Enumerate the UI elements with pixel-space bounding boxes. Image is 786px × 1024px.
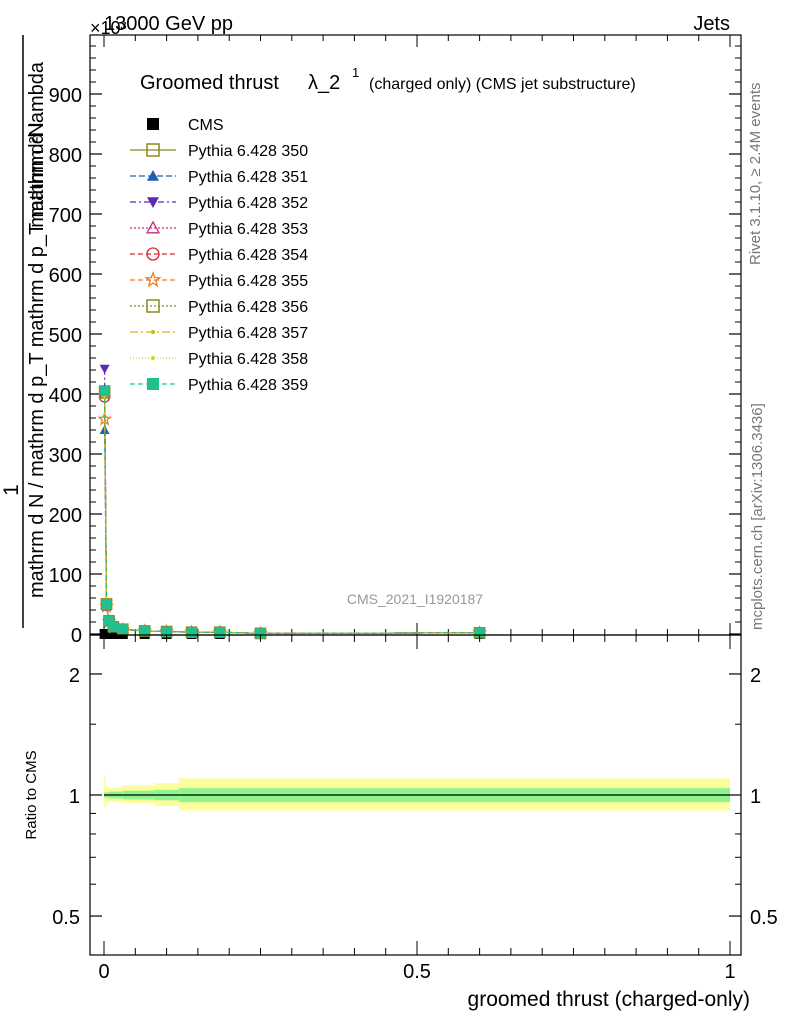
main-y-ticks: 0 100 200 300 400 500 600 700 800 900	[49, 45, 741, 647]
data-point-marker	[147, 170, 159, 181]
legend-label: Pythia 6.428 356	[188, 299, 308, 316]
data-point-marker	[214, 627, 225, 638]
title-lambda: λ_2	[308, 72, 340, 94]
series-line	[104, 390, 480, 635]
plot-title: Groomed thrust λ_2 1 (charged only) (CMS…	[140, 65, 636, 94]
legend-entry: Pythia 6.428 351	[130, 169, 308, 186]
legend-entry: Pythia 6.428 359	[130, 377, 308, 394]
title-extra: (charged only) (CMS jet substructure)	[369, 76, 636, 93]
main-ytick-label: 800	[49, 145, 82, 167]
data-point-marker	[474, 627, 485, 638]
legend-label: Pythia 6.428 351	[188, 169, 308, 186]
legend-label: Pythia 6.428 354	[188, 247, 308, 264]
ratio-ytick-label-right: 2	[750, 665, 761, 687]
data-point-marker	[145, 220, 161, 234]
data-point-marker	[117, 624, 128, 635]
data-point-marker	[186, 627, 197, 638]
ratio-ytick-label: 1	[69, 786, 80, 808]
ylabel-denominator: mathrm d N / mathrm d p_T mathrm d p_T m…	[26, 61, 48, 598]
series-line	[104, 393, 480, 635]
ylabel-top: 1	[0, 484, 23, 496]
header-energy: 13000 GeV pp	[104, 13, 233, 35]
legend-entry: Pythia 6.428 354	[130, 247, 308, 264]
main-x-ticks	[103, 35, 731, 635]
data-point-marker	[146, 299, 160, 313]
legend-entry: Pythia 6.428 353	[130, 220, 308, 238]
x-tick-label: 0.5	[403, 961, 431, 983]
data-point-marker	[151, 356, 155, 360]
data-point-marker	[139, 626, 150, 636]
legend-label: Pythia 6.428 350	[188, 143, 308, 160]
x-tick-label: 1	[724, 961, 735, 983]
legend-label: Pythia 6.428 357	[188, 325, 308, 342]
main-ylabel: 1 mathrm d²N mathrm d N / mathrm d p_T m…	[0, 35, 48, 628]
legend: CMS Pythia 6.428 350 Pythia 6.428 351 Pythi…	[130, 117, 308, 394]
ratio-ytick-label: 2	[69, 665, 80, 687]
data-point-marker	[147, 118, 159, 130]
data-point-marker	[146, 247, 160, 261]
ratio-ylabel: Ratio to CMS	[23, 750, 40, 839]
main-ytick-label: 400	[49, 385, 82, 407]
data-point-marker	[147, 197, 159, 208]
main-ytick-label: 100	[49, 565, 82, 587]
axis-exponent: ×10³	[90, 18, 127, 38]
legend-label: Pythia 6.428 355	[188, 273, 308, 290]
main-ytick-label: 0	[71, 625, 82, 647]
main-ytick-label: 900	[49, 85, 82, 107]
ratio-x-ticks: 0 0.5 1	[98, 635, 736, 983]
data-point-marker	[99, 364, 110, 374]
legend-entry: Pythia 6.428 356	[130, 299, 308, 316]
main-ytick-label: 200	[49, 505, 82, 527]
data-point-marker	[104, 615, 115, 626]
data-point-marker	[147, 378, 159, 390]
ratio-ytick-label-right: 1	[750, 786, 761, 808]
data-point-marker	[144, 270, 162, 288]
title-main: Groomed thrust	[140, 72, 279, 94]
ratio-y-ticks: 0.5 0.5 1 1 2 2	[52, 665, 778, 929]
main-ytick-label: 700	[49, 205, 82, 227]
title-sup: 1	[352, 65, 359, 80]
data-point-marker	[161, 626, 172, 637]
data-point-marker	[146, 143, 160, 157]
data-point-marker	[108, 629, 119, 639]
legend-label: Pythia 6.428 359	[188, 377, 308, 394]
legend-entry: Pythia 6.428 358	[130, 351, 308, 368]
data-point-marker	[255, 628, 266, 639]
data-point-marker	[151, 330, 155, 334]
data-point-marker	[101, 599, 112, 609]
ratio-uncertainty-bands	[104, 775, 730, 811]
series-10	[99, 386, 485, 639]
legend-entry: Pythia 6.428 352	[130, 195, 308, 212]
ratio-ytick-label: 0.5	[52, 907, 80, 929]
x-axis-label: groomed thrust (charged-only)	[468, 988, 750, 1011]
main-ytick-label: 300	[49, 445, 82, 467]
ylabel-numerator: mathrm d²N	[26, 122, 48, 228]
mcplots-label: mcplots.cern.ch [arXiv:1306.3436]	[749, 403, 766, 630]
main-ytick-label: 500	[49, 325, 82, 347]
data-point-marker	[108, 621, 119, 632]
rivet-label: Rivet 3.1.10, ≥ 2.4M events	[747, 83, 764, 266]
main-ytick-label: 600	[49, 265, 82, 287]
legend-entry: Pythia 6.428 350	[130, 143, 308, 160]
ratio-ytick-label-right: 0.5	[750, 907, 778, 929]
legend-label: Pythia 6.428 353	[188, 221, 308, 238]
legend-entry: CMS	[147, 117, 224, 134]
legend-label: CMS	[188, 117, 224, 134]
data-point-marker	[99, 386, 110, 396]
ratio-band-outer	[104, 775, 106, 808]
x-tick-label: 0	[98, 961, 109, 983]
legend-label: Pythia 6.428 358	[188, 351, 308, 368]
legend-label: Pythia 6.428 352	[188, 195, 308, 212]
analysis-watermark: CMS_2021_I1920187	[347, 591, 483, 607]
legend-entry: Pythia 6.428 355	[130, 270, 308, 290]
legend-entry: Pythia 6.428 357	[130, 325, 308, 342]
header-jets: Jets	[693, 13, 730, 35]
